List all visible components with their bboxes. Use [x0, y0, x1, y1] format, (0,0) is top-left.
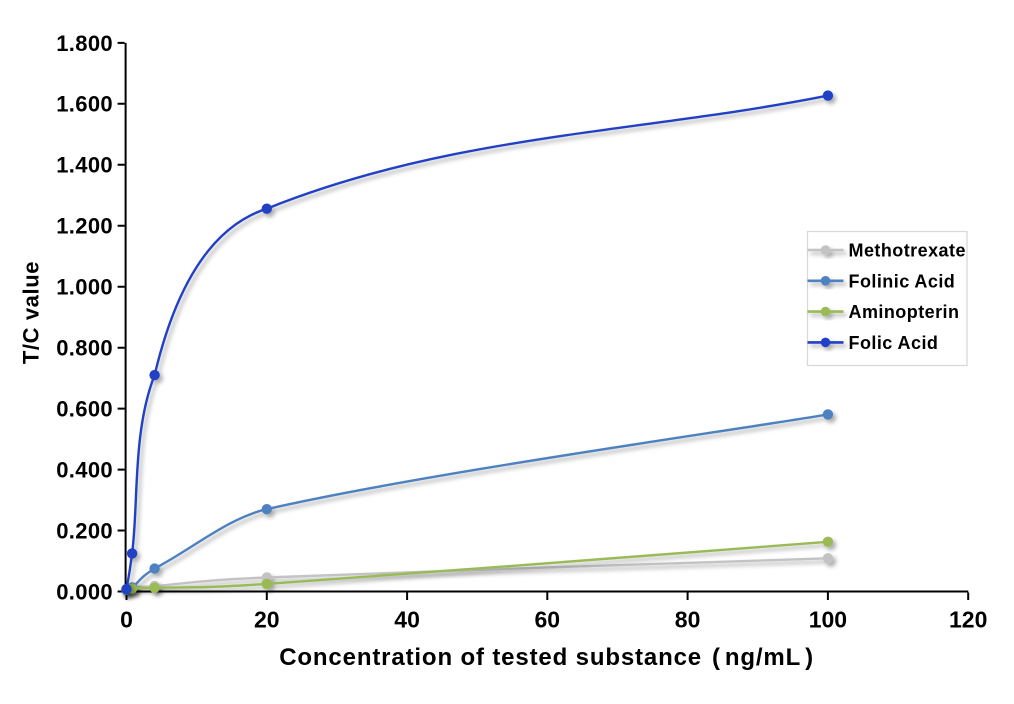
svg-text:40: 40 — [394, 606, 420, 632]
svg-text:100: 100 — [809, 606, 847, 632]
svg-text:120: 120 — [949, 606, 987, 632]
svg-text:0.000: 0.000 — [56, 579, 113, 604]
svg-text:0.400: 0.400 — [56, 458, 113, 483]
svg-text:Aminopterin: Aminopterin — [849, 302, 960, 322]
svg-text:Methotrexate: Methotrexate — [849, 241, 966, 261]
svg-text:Folinic Acid: Folinic Acid — [849, 271, 956, 291]
svg-text:Concentration of tested substa: Concentration of tested substance(ng/mL) — [279, 644, 814, 671]
svg-text:1.600: 1.600 — [56, 92, 113, 117]
svg-text:0: 0 — [120, 606, 133, 632]
svg-text:60: 60 — [535, 606, 561, 632]
svg-text:T/C value: T/C value — [19, 261, 44, 364]
svg-text:Folic Acid: Folic Acid — [849, 333, 939, 353]
svg-text:0.600: 0.600 — [56, 397, 113, 422]
svg-text:1.800: 1.800 — [56, 31, 113, 56]
svg-text:20: 20 — [254, 606, 280, 632]
svg-text:1.000: 1.000 — [56, 275, 113, 300]
svg-text:1.400: 1.400 — [56, 153, 113, 178]
svg-text:80: 80 — [675, 606, 701, 632]
svg-text:0.800: 0.800 — [56, 336, 113, 361]
svg-text:0.200: 0.200 — [56, 518, 113, 543]
svg-text:1.200: 1.200 — [56, 214, 113, 239]
